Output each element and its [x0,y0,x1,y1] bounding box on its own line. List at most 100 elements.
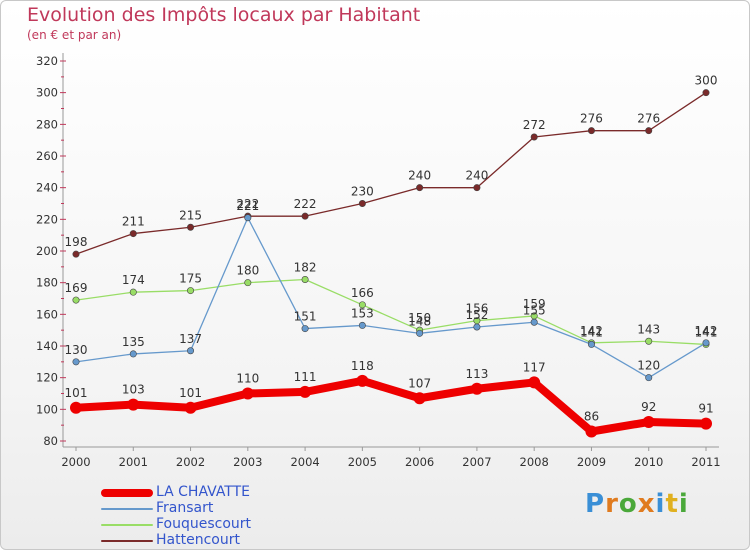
data-label-la-chavatte: 113 [465,367,488,381]
data-point-hattencourt [530,133,538,141]
data-point-la-chavatte [642,416,655,428]
logo-letter: P [585,489,606,519]
data-label-fransart: 152 [465,308,488,322]
data-label-la-chavatte: 118 [351,359,374,373]
data-point-hattencourt [473,184,481,192]
data-label-hattencourt: 222 [294,197,317,211]
data-label-fransart: 120 [637,359,660,373]
data-label-la-chavatte: 117 [523,360,546,374]
data-point-fouquescourt [358,301,366,309]
data-label-hattencourt: 240 [408,169,431,183]
data-label-la-chavatte: 111 [294,370,317,384]
data-point-fransart [416,329,424,337]
data-label-fouquescourt: 156 [465,302,488,316]
data-label-fransart: 137 [179,332,202,346]
y-tick-label: 200 [36,244,58,258]
data-label-fransart: 148 [408,314,431,328]
data-point-la-chavatte [299,385,312,398]
data-label-hattencourt: 276 [580,112,603,126]
data-point-fransart [645,374,653,382]
data-point-fransart [244,214,252,222]
data-point-fransart [301,325,309,333]
data-point-la-chavatte [127,398,140,411]
data-label-hattencourt: 276 [637,112,660,126]
data-label-hattencourt: 230 [351,185,374,199]
data-label-fransart: 130 [65,343,88,357]
y-tick-label: 80 [43,434,58,448]
legend-label: Fransart [156,500,214,516]
data-point-hattencourt [187,223,195,231]
data-label-hattencourt: 198 [65,235,88,249]
data-label-fouquescourt: 150 [408,311,431,325]
x-tick-label: 2001 [119,455,148,469]
proxiti-logo: Proxiti [585,489,689,519]
x-tick-label: 2002 [176,455,205,469]
x-tick-label: 2005 [348,455,377,469]
data-point-la-chavatte [356,374,369,387]
data-label-fransart: 141 [580,325,603,339]
data-label-hattencourt: 211 [122,215,145,229]
data-label-hattencourt: 215 [179,208,202,222]
series-line-fouquescourt [75,278,707,346]
data-point-fransart [530,318,538,326]
y-tick-label: 220 [36,212,58,226]
data-point-hattencourt [72,250,80,258]
legend-swatch [101,524,153,526]
y-tick-label: 280 [36,117,58,131]
data-label-la-chavatte: 107 [408,376,431,390]
y-tick-label: 240 [36,181,58,195]
data-label-fouquescourt: 159 [523,297,546,311]
logo-letter: i [678,489,689,519]
data-point-fransart [702,339,710,347]
y-tick-label: 140 [36,339,58,353]
x-tick-label: 2003 [233,455,262,469]
data-point-hattencourt [702,89,710,97]
data-label-la-chavatte: 86 [584,410,599,424]
data-point-la-chavatte [70,401,82,414]
data-label-la-chavatte: 91 [698,402,713,416]
logo-letter: r [605,489,619,519]
data-point-fransart [129,350,137,358]
data-point-la-chavatte [413,392,426,405]
x-tick-label: 2006 [405,455,434,469]
legend-label: Fouquescourt [156,516,252,532]
series-line-fransart [75,217,707,379]
legend-swatch [101,489,153,497]
y-tick-label: 160 [36,307,58,321]
x-tick-label: 2000 [61,455,90,469]
data-label-fouquescourt: 180 [236,264,259,278]
data-point-hattencourt [587,127,595,135]
y-tick-label: 100 [36,402,58,416]
data-point-fouquescourt [645,337,653,345]
chart-axes: 80 100 120 140 160 180 200 220 240 260 280 300 320 20… [36,53,721,469]
data-point-hattencourt [416,184,424,192]
x-tick-label: 2011 [691,455,720,469]
data-point-la-chavatte [585,425,598,438]
data-label-la-chavatte: 101 [65,386,88,400]
x-tick-label: 2009 [577,455,606,469]
data-point-fransart [187,347,195,355]
data-label-hattencourt: 272 [523,118,546,132]
data-label-fransart: 151 [294,310,317,324]
x-tick-label: 2007 [462,455,491,469]
data-point-fransart [587,340,595,348]
data-point-la-chavatte [184,401,197,414]
x-tick-label: 2008 [520,455,549,469]
data-point-fouquescourt [301,275,309,283]
data-label-fouquescourt: 143 [637,322,660,336]
data-label-fouquescourt: 141 [695,325,718,339]
legend-label: Hattencourt [156,532,240,548]
data-point-hattencourt [645,127,653,135]
data-point-fouquescourt [244,279,252,287]
data-label-la-chavatte: 101 [179,386,202,400]
data-label-fransart: 153 [351,306,374,320]
data-label-fransart: 155 [523,303,546,317]
data-point-la-chavatte [241,387,254,400]
data-point-fransart [358,321,366,329]
legend-label: LA CHAVATTE [156,484,251,500]
data-label-fransart: 221 [236,199,259,213]
logo-letter: i [655,489,666,519]
data-point-hattencourt [301,212,309,220]
